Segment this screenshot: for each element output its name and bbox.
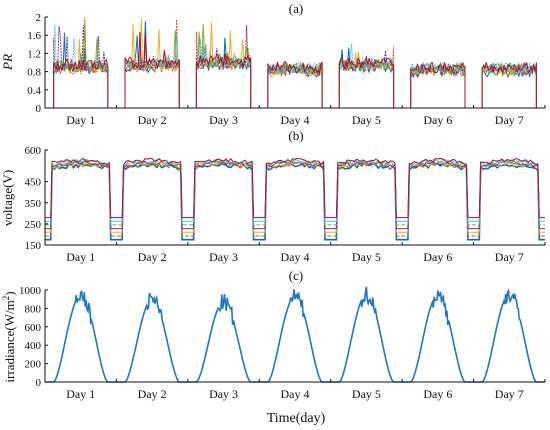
ytick-label: 350 [25, 198, 42, 210]
panel-b-label: (b) [288, 128, 303, 143]
xtick-label: Day 7 [495, 387, 524, 401]
panel-c-ylabel-end: ) [2, 291, 17, 295]
ytick-label: 600 [25, 145, 42, 157]
ytick-label: 400 [25, 340, 42, 352]
panel-c-ylabel-main: irradiance(W/m [2, 300, 17, 382]
panel-c-axes [44, 290, 545, 383]
xtick-label: Day 2 [138, 387, 167, 401]
panel-a: (a) PR 00.40.81.21.62 Day 1 Day 2 Day 3 Day… [0, 1, 546, 127]
ytick-label: 1.6 [27, 30, 41, 42]
series-line [53, 24, 537, 108]
xtick-label: Day 6 [423, 113, 452, 127]
panel-c-xlabel: Time(day) [267, 411, 326, 426]
panel-c-plot [45, 286, 545, 383]
xtick-label: Day 5 [352, 250, 381, 264]
ytick-label: 450 [25, 177, 42, 189]
xtick-label: Day 5 [352, 113, 381, 127]
ytick-label: 0 [36, 103, 42, 115]
xtick-label: Day 4 [281, 387, 310, 401]
series-line [45, 160, 545, 230]
panel-c-xticks: Day 1 Day 2 Day 3 Day 4 Day 5 Day 6 Day 7 [66, 379, 546, 401]
xtick-label: Day 2 [138, 250, 167, 264]
panel-b-yticks: 150 250 350 450 600 [25, 145, 48, 252]
ytick-label: 800 [25, 303, 42, 315]
xtick-label: Day 7 [495, 113, 524, 127]
series-line [53, 31, 537, 108]
series-line [45, 161, 545, 237]
xtick-label: Day 2 [138, 113, 167, 127]
xtick-label: Day 1 [66, 250, 95, 264]
xtick-label: Day 4 [281, 113, 310, 127]
panel-a-ylabel: PR [0, 54, 15, 71]
xtick-label: Day 3 [209, 113, 238, 127]
panel-a-yticks: 0 0.4 0.8 1.2 1.6 2 [27, 12, 48, 115]
panel-c-ylabel-sup: 2 [1, 296, 11, 301]
series-line [45, 157, 545, 219]
xtick-label: Day 4 [281, 250, 310, 264]
panel-c-ylabel: irradiance(W/m2) [1, 291, 17, 382]
ytick-label: 0 [36, 377, 42, 389]
ytick-label: 200 [25, 359, 42, 371]
ytick-label: 2 [36, 12, 42, 24]
panel-b-plot [45, 157, 545, 241]
panel-b-ylabel: voltage(V) [0, 170, 15, 226]
series-line [53, 23, 537, 108]
panel-c-yticks: 0 200 400 600 800 1000 [19, 285, 48, 389]
xtick-label: Day 6 [423, 250, 452, 264]
xtick-label: Day 3 [209, 250, 238, 264]
ytick-label: 600 [25, 322, 42, 334]
panel-a-axes [44, 17, 545, 109]
series-line [45, 159, 545, 226]
irradiance-line [45, 286, 545, 383]
xtick-label: Day 5 [352, 387, 381, 401]
ytick-label: 1000 [19, 285, 42, 297]
xtick-label: Day 1 [66, 387, 95, 401]
panel-c-label: (c) [289, 268, 303, 283]
ytick-label: 0.4 [27, 85, 41, 97]
ytick-label: 250 [25, 219, 42, 231]
panel-a-label: (a) [289, 1, 303, 16]
panel-a-xticks: Day 1 Day 2 Day 3 Day 4 Day 5 Day 6 Day 7 [66, 105, 546, 127]
panel-b-axes [44, 150, 545, 246]
ytick-label: 150 [25, 240, 42, 252]
ytick-label: 0.8 [27, 67, 41, 79]
xtick-label: Day 6 [423, 387, 452, 401]
panel-c: (c) irradiance(W/m2) 0 200 400 600 800 1000 D… [1, 268, 546, 426]
panel-a-plot [53, 17, 537, 108]
xtick-label: Day 3 [209, 387, 238, 401]
xtick-label: Day 1 [66, 113, 95, 127]
xtick-label: Day 7 [495, 250, 524, 264]
series-line [45, 158, 545, 222]
ytick-label: 1.2 [27, 48, 41, 60]
panel-b-xticks: Day 1 Day 2 Day 3 Day 4 Day 5 Day 6 Day 7 [66, 242, 546, 264]
